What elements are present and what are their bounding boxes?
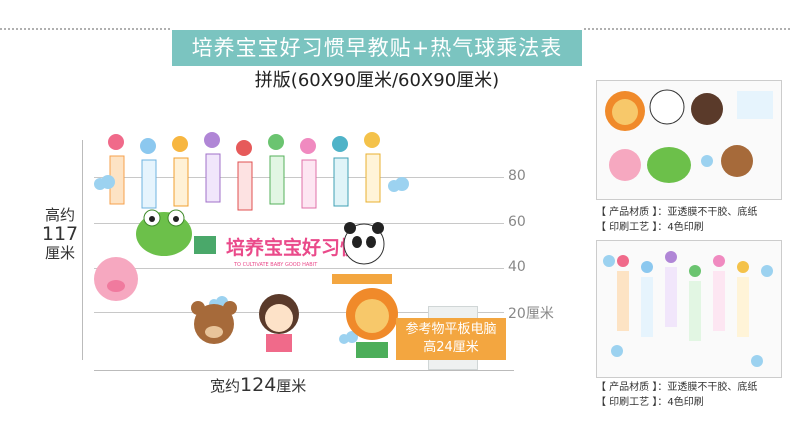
panda-character bbox=[332, 222, 392, 284]
sticker-preview-illustration: 培养宝宝好习惯 TO CULTIVATE BABY GOOD HABIT bbox=[94, 132, 409, 358]
scale-line-20 bbox=[94, 312, 504, 313]
reference-line-1: 参考物平板电脑 bbox=[405, 322, 497, 337]
width-unit: 厘米 bbox=[276, 377, 307, 395]
product-thumbnail-2[interactable] bbox=[596, 240, 782, 378]
height-prefix: 高约 bbox=[44, 206, 75, 224]
bear-character bbox=[191, 301, 237, 344]
width-label: 宽约124厘米 bbox=[210, 374, 306, 396]
lion-character bbox=[346, 288, 398, 358]
width-dimension-line bbox=[94, 370, 514, 371]
balloon-row bbox=[108, 132, 381, 211]
process-value: 4色印刷 bbox=[667, 222, 704, 233]
scale-line-80 bbox=[94, 177, 504, 178]
height-dimension-line bbox=[82, 140, 83, 360]
spec-block-2: 【 产品材质 】：亚透膜不干胶、底纸 【 印刷工艺 】：4色印刷 bbox=[596, 380, 757, 410]
process-label: 【 印刷工艺 】： bbox=[596, 222, 668, 233]
page-title: 培养宝宝好习惯早教贴+热气球乘法表 bbox=[172, 30, 582, 66]
scale-line-40 bbox=[94, 268, 504, 269]
material-value: 亚透膜不干胶、底纸 bbox=[667, 207, 758, 218]
material-value: 亚透膜不干胶、底纸 bbox=[667, 382, 758, 393]
scale-tick-40: 40 bbox=[508, 259, 526, 275]
scale-tick-20: 20厘米 bbox=[508, 306, 554, 322]
product-thumbnail-1[interactable] bbox=[596, 80, 782, 200]
height-label: 高约 117 厘米 bbox=[40, 206, 80, 263]
reference-label: 参考物平板电脑 高24厘米 bbox=[396, 318, 506, 360]
girl-character bbox=[259, 294, 299, 352]
width-prefix: 宽约 bbox=[210, 377, 241, 395]
material-label: 【 产品材质 】： bbox=[596, 207, 668, 218]
spec-block-1: 【 产品材质 】：亚透膜不干胶、底纸 【 印刷工艺 】：4色印刷 bbox=[596, 205, 757, 235]
page-subtitle: 拼版(60X90厘米/60X90厘米) bbox=[254, 70, 500, 91]
scale-tick-60: 60 bbox=[508, 214, 526, 230]
height-value: 117 bbox=[41, 223, 79, 245]
scale-line-60 bbox=[94, 223, 504, 224]
scale-tick-80: 80 bbox=[508, 168, 526, 184]
thumbnail-1-illustration bbox=[605, 89, 773, 183]
process-value: 4色印刷 bbox=[667, 397, 704, 408]
frog-character bbox=[136, 209, 216, 256]
width-value: 124 bbox=[240, 374, 277, 396]
thumbnail-2-illustration bbox=[603, 251, 773, 367]
material-label: 【 产品材质 】： bbox=[596, 382, 668, 393]
top-dotted-line-right bbox=[584, 28, 790, 30]
process-label: 【 印刷工艺 】： bbox=[596, 397, 668, 408]
height-unit: 厘米 bbox=[44, 244, 75, 262]
reference-line-2: 高24厘米 bbox=[423, 340, 479, 355]
sticker-headline-en: TO CULTIVATE BABY GOOD HABIT bbox=[233, 262, 318, 268]
sticker-headline: 培养宝宝好习惯 bbox=[226, 236, 359, 259]
top-dotted-line-left bbox=[0, 28, 170, 30]
pig-character bbox=[94, 257, 138, 301]
